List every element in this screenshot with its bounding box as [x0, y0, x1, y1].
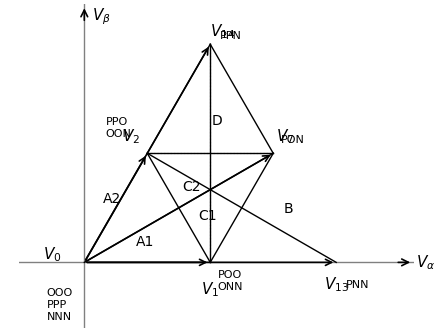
Text: $\mathit{V}_{2}$: $\mathit{V}_{2}$ [121, 128, 140, 147]
Text: C2: C2 [182, 180, 201, 194]
Text: D: D [211, 114, 222, 128]
Text: A2: A2 [103, 192, 121, 206]
Text: $\mathit{V}_{13}$: $\mathit{V}_{13}$ [324, 275, 349, 294]
Text: PPN: PPN [220, 31, 242, 41]
Text: $\mathit{V}_{\beta}$: $\mathit{V}_{\beta}$ [92, 7, 111, 27]
Text: $\mathit{V}_{7}$: $\mathit{V}_{7}$ [276, 128, 294, 147]
Text: PPO
OON: PPO OON [106, 117, 132, 139]
Text: PON: PON [281, 135, 304, 145]
Text: $\mathit{V}_{14}$: $\mathit{V}_{14}$ [210, 22, 235, 41]
Text: B: B [283, 202, 293, 216]
Text: A1: A1 [136, 235, 154, 249]
Text: C1: C1 [198, 209, 217, 223]
Text: $\mathit{V}_{1}$: $\mathit{V}_{1}$ [201, 280, 219, 299]
Text: OOO
PPP
NNN: OOO PPP NNN [47, 288, 73, 322]
Text: $\mathit{V}_{0}$: $\mathit{V}_{0}$ [43, 245, 62, 264]
Text: $\mathit{V}_{\alpha}$: $\mathit{V}_{\alpha}$ [415, 253, 435, 272]
Text: POO
ONN: POO ONN [218, 270, 243, 292]
Text: PNN: PNN [346, 280, 370, 290]
